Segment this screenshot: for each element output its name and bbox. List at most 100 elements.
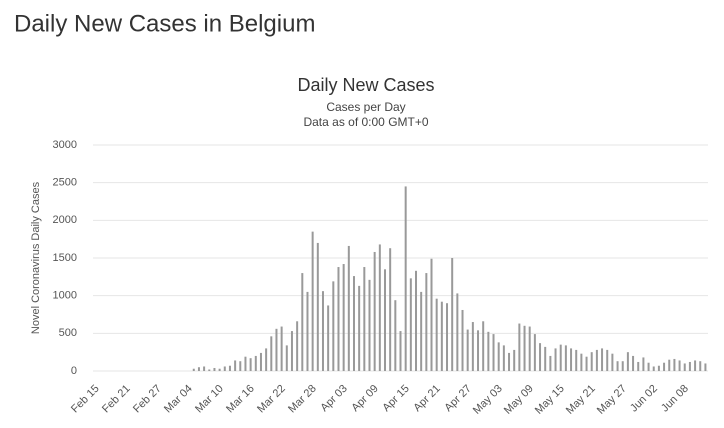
bar [699,361,702,371]
x-tick-label: Apr 21 [411,383,442,414]
bar [342,264,345,371]
bar [409,278,412,371]
x-tick-label: Mar 16 [224,383,257,416]
bar [549,355,552,371]
bar [694,360,697,371]
y-tick-label: 0 [71,365,77,377]
bar [435,298,438,371]
bar [404,186,407,371]
x-tick-label: Mar 10 [193,383,226,416]
bar [580,353,583,371]
y-tick-label: 500 [59,327,77,339]
bar [352,276,355,371]
x-tick-label: Feb 27 [131,383,164,416]
x-tick-label: Apr 27 [442,383,473,414]
bar [228,365,231,371]
bar [647,362,650,371]
bar [601,348,604,371]
y-tick-label: 2000 [53,214,77,226]
bar [663,362,666,371]
bar [285,345,288,371]
bar [585,356,588,371]
bar [575,349,578,371]
bar [497,342,500,371]
bar [197,367,200,371]
bar [290,331,293,371]
bar [616,361,619,371]
bar [440,301,443,371]
bar [471,322,474,371]
bar [363,267,366,371]
y-tick-label: 3000 [53,139,77,151]
bar [456,293,459,371]
bar [234,360,237,371]
bar [306,291,309,371]
bar [668,359,671,371]
bar [192,368,195,371]
bar [492,334,495,371]
bar [223,366,226,371]
bar [389,248,392,371]
bar [451,258,454,371]
bar [606,349,609,371]
bar [611,353,614,371]
x-tick-label: Jun 02 [628,383,660,415]
bar [544,346,547,371]
x-tick-label: May 09 [502,383,536,417]
bar [502,345,505,371]
bar [570,348,573,371]
bar [621,361,624,371]
bar [358,285,361,371]
page-title: Daily New Cases in Belgium [14,10,315,37]
bar [378,244,381,371]
chart-subtitle: Data as of 0:00 GMT+0 [303,115,428,129]
bar [420,291,423,371]
bar [430,258,433,371]
bar [301,273,304,371]
bar [637,361,640,371]
bar [595,349,598,371]
bar [296,321,299,371]
bar [239,361,242,371]
bar [270,336,273,371]
bar [683,363,686,371]
bar [466,329,469,371]
bar [446,303,449,371]
bar [508,352,511,371]
bar [487,331,490,371]
bar [518,323,521,371]
bar [688,361,691,371]
x-tick-label: Feb 15 [69,383,102,416]
y-tick-label: 1500 [53,252,77,264]
bar [213,367,216,371]
bar [461,309,464,371]
bar [482,321,485,371]
x-tick-label: Mar 28 [286,383,319,416]
bar [626,352,629,371]
bar [528,326,531,371]
bar [415,270,418,371]
bar [208,369,211,371]
x-tick-label: May 03 [471,383,505,417]
bar [316,242,319,371]
bar [425,273,428,371]
bar [337,267,340,371]
bar [673,358,676,371]
bar [657,365,660,371]
bar [259,352,262,371]
bar [280,326,283,371]
bar [249,358,252,371]
bar [327,305,330,371]
bar [383,269,386,371]
bar [523,325,526,371]
bar [590,352,593,371]
bar [704,363,707,371]
x-tick-label: May 27 [595,383,629,417]
x-tick-label: Apr 03 [318,383,349,414]
bar [275,328,278,371]
bar [373,251,376,371]
x-tick-label: May 21 [564,383,598,417]
chart-subtitle: Cases per Day [326,100,405,114]
bar [394,300,397,371]
